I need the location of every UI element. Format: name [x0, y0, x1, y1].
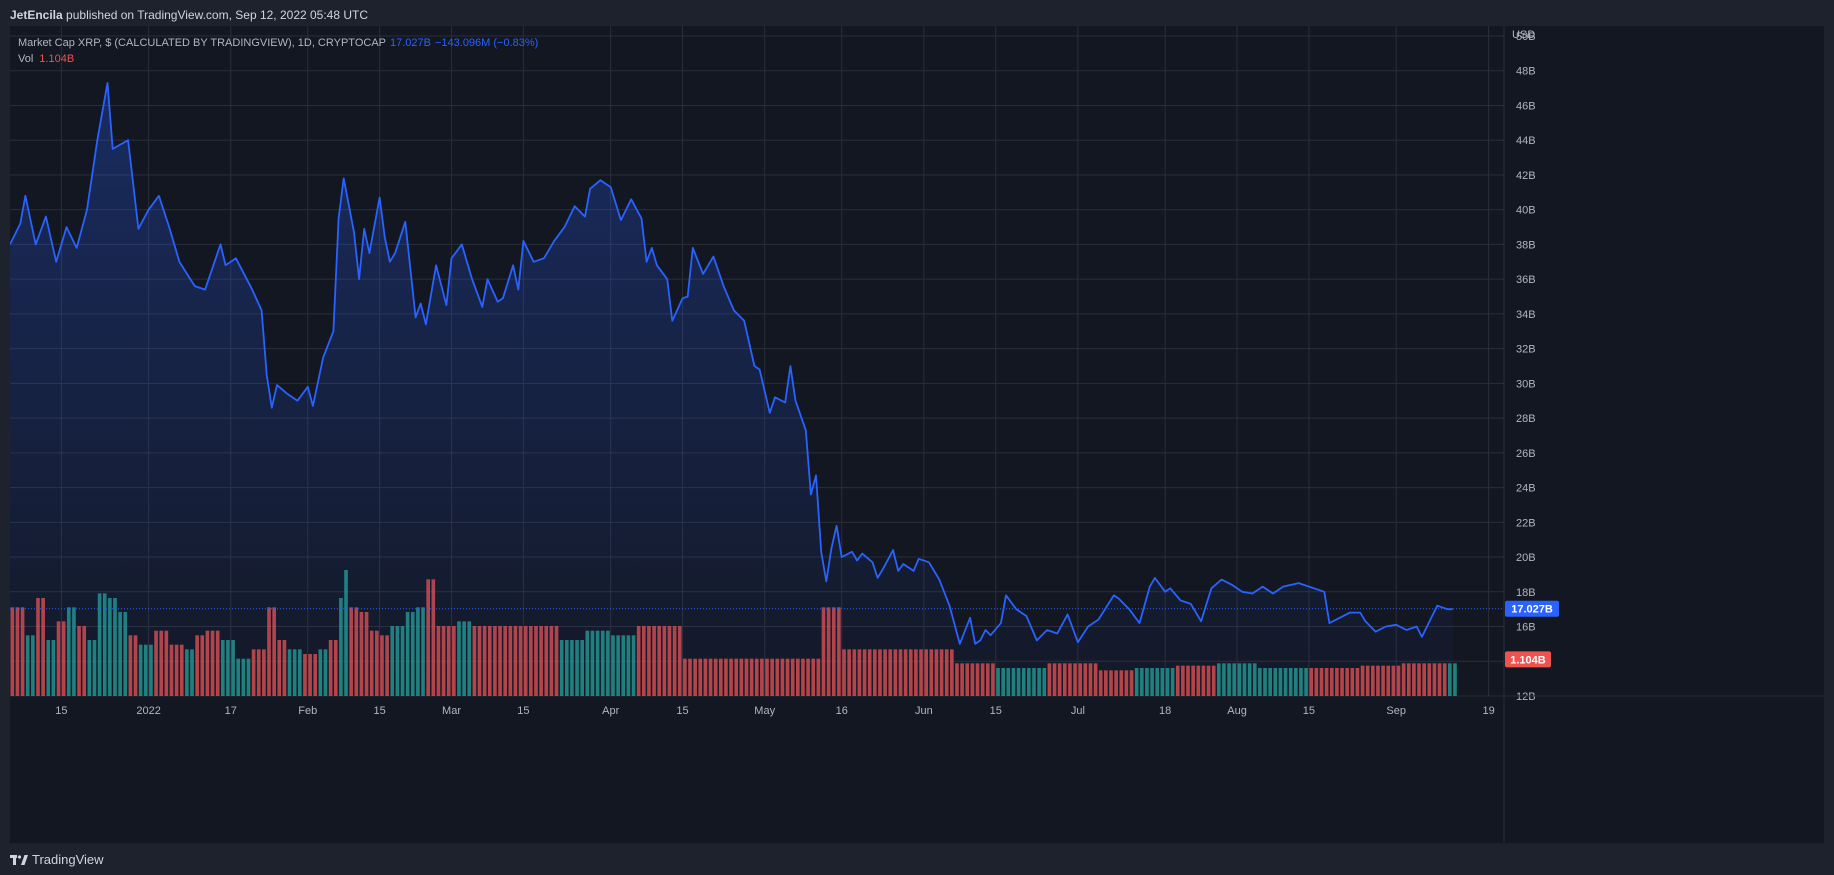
publish-text: published on TradingView.com, Sep 12, 20… [66, 8, 369, 22]
market-cap-line [10, 82, 1453, 645]
y-tick-label: 12B [1516, 691, 1536, 703]
y-tick-label: 22B [1516, 517, 1536, 529]
y-tick-label: 20B [1516, 552, 1536, 564]
y-tick-label: 30B [1516, 378, 1536, 390]
price-axis-unit: USD [1512, 29, 1535, 41]
x-tick-label: 16 [836, 705, 848, 717]
tradingview-icon [10, 854, 28, 866]
volume-badge-label: 1.104B [1510, 654, 1546, 666]
x-tick-label: 15 [55, 705, 67, 717]
y-tick-label: 42B [1516, 170, 1536, 182]
x-tick-label: May [754, 705, 775, 717]
x-tick-label: 2022 [136, 705, 160, 717]
x-tick-label: 15 [517, 705, 529, 717]
x-tick-label: Feb [298, 705, 317, 717]
x-tick-label: Jun [915, 705, 933, 717]
y-tick-label: 26B [1516, 448, 1536, 460]
x-tick-label: 15 [374, 705, 386, 717]
symbol-title[interactable]: Market Cap XRP, $ (CALCULATED BY TRADING… [18, 37, 386, 49]
publish-info: JetEncila published on TradingView.com, … [10, 8, 368, 22]
y-tick-label: 40B [1516, 205, 1536, 217]
x-tick-label: 18 [1159, 705, 1171, 717]
market-cap-chart[interactable]: 12B14B16B18B20B22B24B26B28B30B32B34B36B3… [10, 26, 1824, 843]
y-tick-label: 48B [1516, 66, 1536, 78]
publish-header: JetEncila published on TradingView.com, … [0, 0, 1834, 26]
last-price-label: 17.027B [1511, 604, 1553, 616]
x-tick-label: 15 [1303, 705, 1315, 717]
x-tick-label: Aug [1227, 705, 1247, 717]
y-tick-label: 50B [1516, 31, 1536, 43]
x-tick-label: 15 [990, 705, 1002, 717]
x-tick-label: Sep [1386, 705, 1406, 717]
legend-row-volume: Vol 1.104B [18, 51, 538, 67]
x-tick-label: 15 [676, 705, 688, 717]
footer-bar: TradingView [0, 843, 1834, 875]
tradingview-logo[interactable]: TradingView [10, 852, 104, 867]
y-tick-label: 18B [1516, 587, 1536, 599]
y-tick-label: 36B [1516, 274, 1536, 286]
y-tick-label: 28B [1516, 413, 1536, 425]
price-change: −143.096M (−0.83%) [434, 37, 539, 49]
author-name[interactable]: JetEncila [10, 8, 63, 22]
market-cap-area [10, 82, 1453, 696]
x-tick-label: Apr [602, 705, 619, 717]
x-tick-label: Jul [1071, 705, 1085, 717]
y-tick-label: 24B [1516, 483, 1536, 495]
legend-row-main: Market Cap XRP, $ (CALCULATED BY TRADING… [18, 35, 538, 51]
chart-legend: Market Cap XRP, $ (CALCULATED BY TRADING… [18, 35, 538, 67]
last-value: 17.027B [390, 37, 431, 49]
brand-name: TradingView [32, 852, 104, 867]
y-tick-label: 16B [1516, 622, 1536, 634]
y-tick-label: 46B [1516, 100, 1536, 112]
y-tick-label: 34B [1516, 309, 1536, 321]
last-price-badge [1505, 600, 1559, 617]
volume-label[interactable]: Vol [18, 53, 34, 65]
y-tick-label: 44B [1516, 135, 1536, 147]
x-tick-label: 19 [1482, 705, 1494, 717]
y-tick-label: 32B [1516, 344, 1536, 356]
volume-bar [1453, 663, 1457, 696]
x-tick-label: 17 [225, 705, 237, 717]
y-tick-label: 38B [1516, 239, 1536, 251]
volume-value: 1.104B [39, 53, 75, 65]
x-tick-label: Mar [442, 705, 461, 717]
chart-area[interactable]: 12B14B16B18B20B22B24B26B28B30B32B34B36B3… [10, 26, 1824, 843]
volume-badge [1505, 651, 1551, 668]
